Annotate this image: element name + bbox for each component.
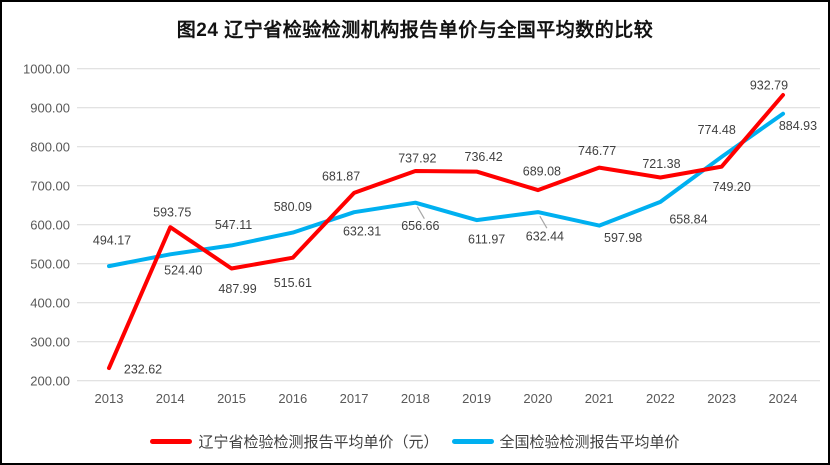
y-tick-label: 800.00 xyxy=(30,139,70,154)
legend-item-national: 全国检验检测报告平均单价 xyxy=(451,431,680,452)
series-national-line xyxy=(107,111,785,269)
series-liaoning-line xyxy=(107,93,785,371)
data-label: 232.62 xyxy=(124,362,162,376)
data-label: 737.92 xyxy=(398,151,436,165)
legend-line-swatch-liaoning xyxy=(150,439,193,444)
data-label: 746.77 xyxy=(578,144,616,158)
y-axis-labels: 200.00 300.00 400.00 500.00 600.00 700.00 800.… xyxy=(23,61,70,388)
legend-item-liaoning: 辽宁省检验检测报告平均单价（元） xyxy=(150,431,439,452)
legend-label-national: 全国检验检测报告平均单价 xyxy=(499,434,680,451)
y-tick-label: 900.00 xyxy=(30,100,70,115)
x-tick-label: 2017 xyxy=(340,391,369,406)
data-label: 658.84 xyxy=(669,212,707,226)
data-label: 494.17 xyxy=(93,233,131,247)
data-labels: 232.62 593.75 487.99 515.61 681.87 737.92 736.… xyxy=(93,78,817,376)
data-label: 884.93 xyxy=(779,119,817,133)
y-tick-label: 700.00 xyxy=(30,178,70,193)
legend-line-swatch-national xyxy=(451,439,494,444)
label-leader-lines xyxy=(416,206,548,229)
data-label: 611.97 xyxy=(468,233,505,247)
x-tick-label: 2022 xyxy=(646,391,675,406)
data-label: 656.66 xyxy=(401,219,439,233)
x-tick-label: 2018 xyxy=(401,391,430,406)
data-label: 632.44 xyxy=(526,230,564,244)
data-label: 580.09 xyxy=(274,200,312,214)
x-tick-label: 2016 xyxy=(278,391,307,406)
data-label: 681.87 xyxy=(322,169,360,183)
data-label: 721.38 xyxy=(642,157,680,171)
gridlines xyxy=(77,68,820,382)
x-tick-label: 2019 xyxy=(462,391,491,406)
y-tick-label: 1000.00 xyxy=(23,61,70,76)
data-label: 547.11 xyxy=(215,218,252,232)
y-tick-label: 600.00 xyxy=(30,217,70,232)
data-label: 774.48 xyxy=(698,123,736,137)
legend-label-liaoning: 辽宁省检验检测报告平均单价（元） xyxy=(198,434,439,451)
data-label: 515.61 xyxy=(274,276,312,290)
x-tick-label: 2020 xyxy=(523,391,552,406)
data-label: 749.20 xyxy=(713,180,751,194)
x-tick-label: 2014 xyxy=(156,391,185,406)
x-axis-labels: 2013 2014 2015 2016 2017 2018 2019 2020 2021 2022… xyxy=(95,391,798,406)
chart-title: 图24 辽宁省检验检测机构报告单价与全国平均数的比较 xyxy=(176,20,654,41)
data-label: 593.75 xyxy=(153,206,191,220)
data-label: 524.40 xyxy=(164,264,202,278)
data-label: 632.31 xyxy=(343,225,381,239)
chart-legend: 辽宁省检验检测报告平均单价（元） 全国检验检测报告平均单价 xyxy=(2,431,828,452)
data-label: 597.98 xyxy=(604,231,642,245)
y-tick-label: 500.00 xyxy=(30,256,70,271)
y-tick-label: 400.00 xyxy=(30,295,70,310)
x-tick-label: 2024 xyxy=(769,391,798,406)
y-tick-label: 200.00 xyxy=(30,373,70,388)
data-label: 736.42 xyxy=(465,150,503,164)
data-label: 487.99 xyxy=(218,282,256,296)
x-tick-label: 2015 xyxy=(217,391,246,406)
x-tick-label: 2013 xyxy=(95,391,124,406)
data-label: 932.79 xyxy=(750,78,788,92)
data-label: 689.08 xyxy=(523,164,561,178)
y-tick-label: 300.00 xyxy=(30,334,70,349)
x-tick-label: 2021 xyxy=(585,391,614,406)
x-tick-label: 2023 xyxy=(707,391,736,406)
